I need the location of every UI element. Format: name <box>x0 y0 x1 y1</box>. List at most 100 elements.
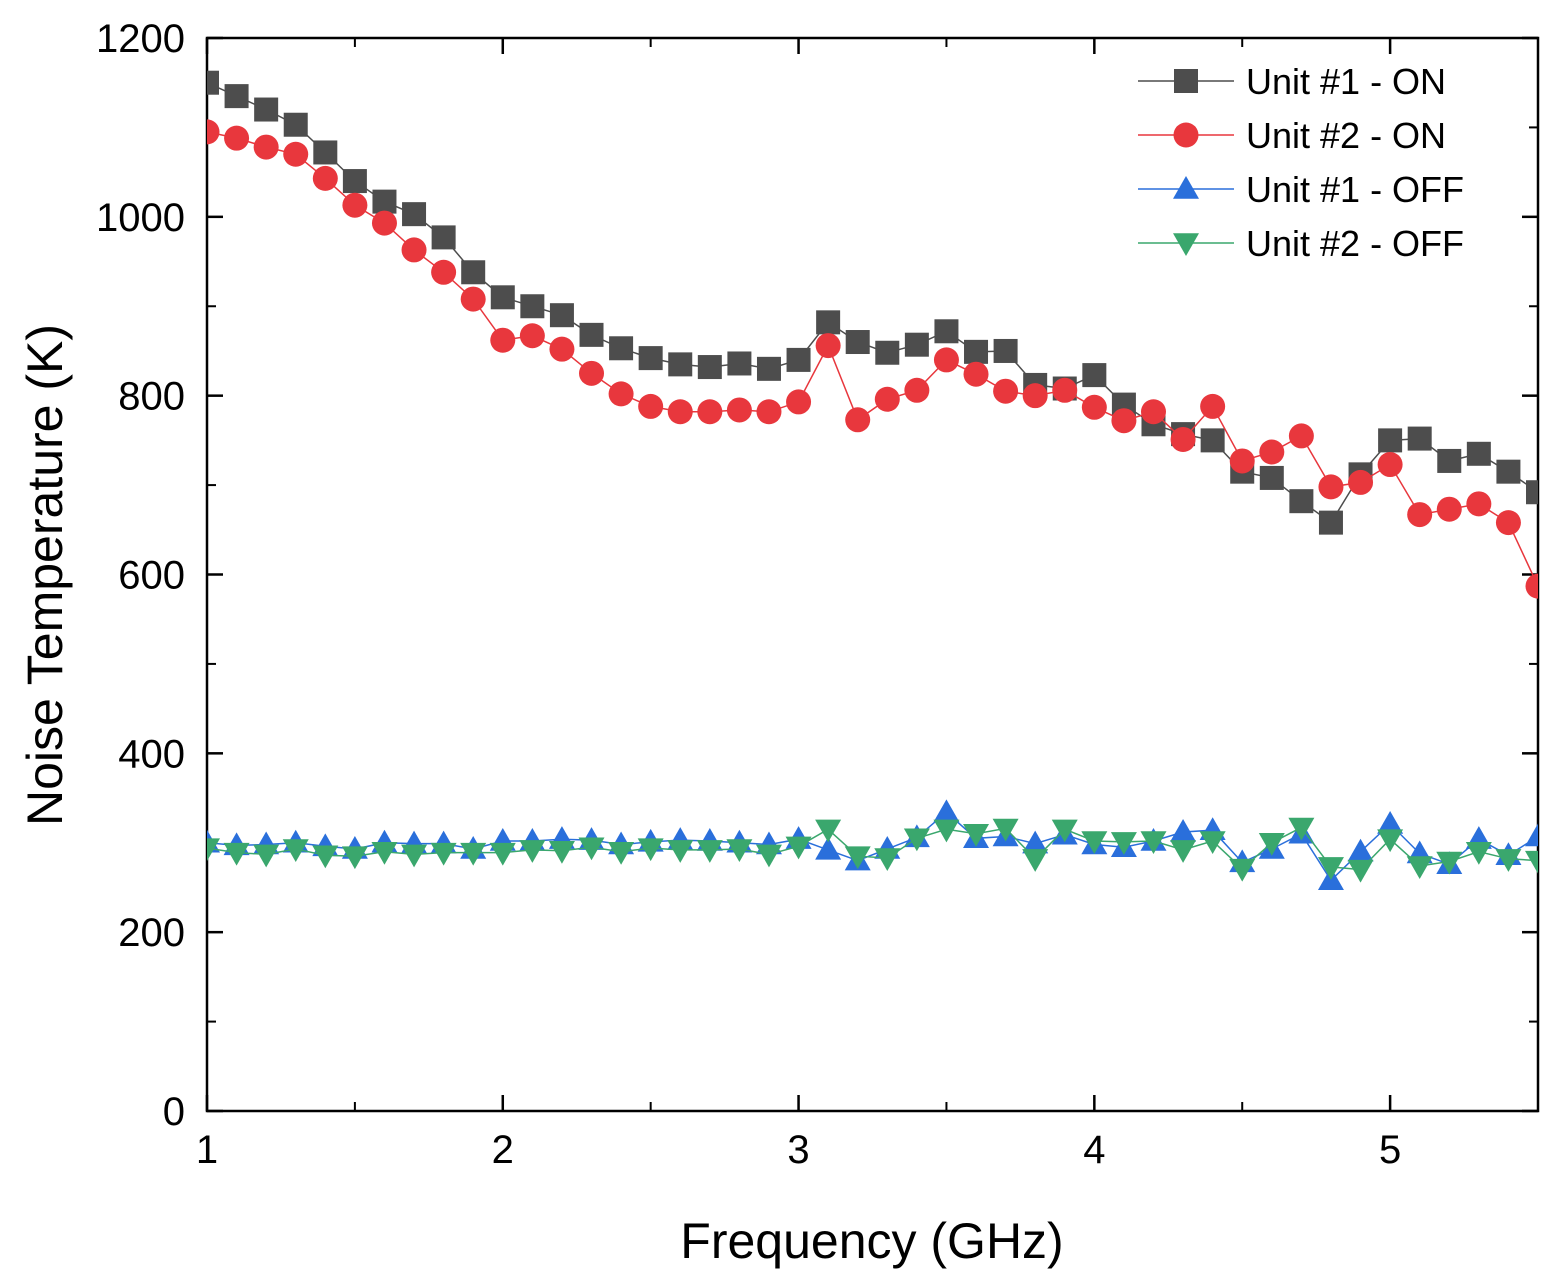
data-point <box>253 844 280 868</box>
data-point <box>207 838 220 862</box>
data-point <box>207 119 220 145</box>
data-point <box>1525 850 1538 874</box>
x-tick-label: 5 <box>1379 1128 1401 1172</box>
data-point <box>1289 489 1314 514</box>
data-point <box>756 399 782 425</box>
data-point <box>933 799 960 823</box>
data-point <box>1170 426 1196 452</box>
y-axis-title: Noise Temperature (K) <box>17 324 73 826</box>
data-point <box>579 322 604 347</box>
data-point <box>726 397 752 423</box>
y-tick-label: 0 <box>163 1090 185 1134</box>
legend-marker <box>1173 122 1199 148</box>
data-point <box>579 360 605 386</box>
x-axis-title: Frequency (GHz) <box>680 1213 1063 1269</box>
data-point <box>904 332 929 357</box>
data-point <box>282 839 309 863</box>
data-point <box>816 310 841 335</box>
data-point <box>1140 831 1167 854</box>
data-point <box>993 338 1018 363</box>
y-tick-label: 200 <box>118 911 185 955</box>
data-point <box>430 842 457 866</box>
data-point <box>461 260 486 285</box>
data-point <box>431 225 456 250</box>
data-point <box>785 836 812 860</box>
data-point <box>520 294 545 319</box>
data-point <box>1318 474 1344 500</box>
data-point <box>963 824 990 847</box>
data-point <box>224 84 249 109</box>
data-point <box>786 389 812 415</box>
data-point <box>341 846 368 870</box>
data-point <box>1347 838 1374 862</box>
data-point <box>726 839 753 863</box>
x-tick-label: 1 <box>196 1128 218 1172</box>
series-3 <box>207 799 1538 891</box>
data-point <box>283 141 309 167</box>
data-point <box>1436 496 1462 522</box>
data-point <box>519 323 545 349</box>
x-tick-label: 3 <box>787 1128 809 1172</box>
data-point <box>1022 383 1048 409</box>
data-point <box>1111 408 1137 434</box>
data-point <box>1407 426 1432 451</box>
data-point <box>207 70 219 95</box>
data-point <box>697 355 722 380</box>
series-layer <box>207 70 1538 891</box>
data-point <box>638 393 664 419</box>
data-point <box>1377 829 1404 853</box>
data-point <box>1022 830 1049 854</box>
legend-marker <box>1173 176 1199 199</box>
legend-marker <box>1173 233 1199 256</box>
data-point <box>1081 394 1107 420</box>
data-point <box>312 165 338 191</box>
legend-entry: Unit #2 - ON <box>1138 115 1446 156</box>
data-point <box>372 189 397 214</box>
series-line <box>207 811 1538 882</box>
data-point <box>371 210 397 236</box>
data-point <box>845 330 870 355</box>
legend-entry: Unit #1 - OFF <box>1138 169 1464 210</box>
data-point <box>993 378 1019 404</box>
data-point <box>815 819 842 843</box>
series-4 <box>207 817 1538 883</box>
data-point <box>1051 819 1078 843</box>
data-point <box>1052 377 1078 403</box>
data-point <box>1378 428 1403 453</box>
data-point <box>342 192 368 218</box>
data-point <box>904 377 930 403</box>
data-point <box>697 399 723 425</box>
data-point <box>402 202 427 227</box>
data-point <box>253 134 279 160</box>
data-point <box>608 381 634 407</box>
data-point <box>874 386 900 412</box>
data-point <box>283 112 308 137</box>
y-tick-label: 800 <box>118 375 185 419</box>
data-point <box>312 845 339 869</box>
data-point <box>1525 823 1538 847</box>
data-point <box>401 844 428 868</box>
data-point <box>549 303 574 328</box>
data-point <box>1466 441 1491 466</box>
data-point <box>1437 448 1462 473</box>
data-point <box>727 351 752 376</box>
data-point <box>1525 573 1538 599</box>
legend: Unit #1 - ON Unit #2 - ON Unit #1 - OFF Uni… <box>1138 61 1464 264</box>
data-point <box>1140 399 1166 425</box>
data-point <box>668 352 693 377</box>
data-point <box>1465 841 1492 865</box>
data-point <box>223 842 250 866</box>
tick-labels: 1 2 3 4 5 0 200 400 600 800 1000 1200 <box>96 17 1401 1172</box>
legend-label: Unit #2 - ON <box>1246 115 1446 156</box>
data-point <box>963 361 989 387</box>
data-point <box>1495 849 1522 872</box>
data-point <box>549 336 575 362</box>
data-point <box>1496 459 1521 484</box>
data-point <box>696 840 723 863</box>
data-point <box>342 169 367 194</box>
series-line <box>207 826 1538 871</box>
data-point <box>1082 363 1107 388</box>
data-point <box>875 340 900 365</box>
y-tick-label: 1200 <box>96 17 185 61</box>
y-tick-label: 400 <box>118 732 185 776</box>
